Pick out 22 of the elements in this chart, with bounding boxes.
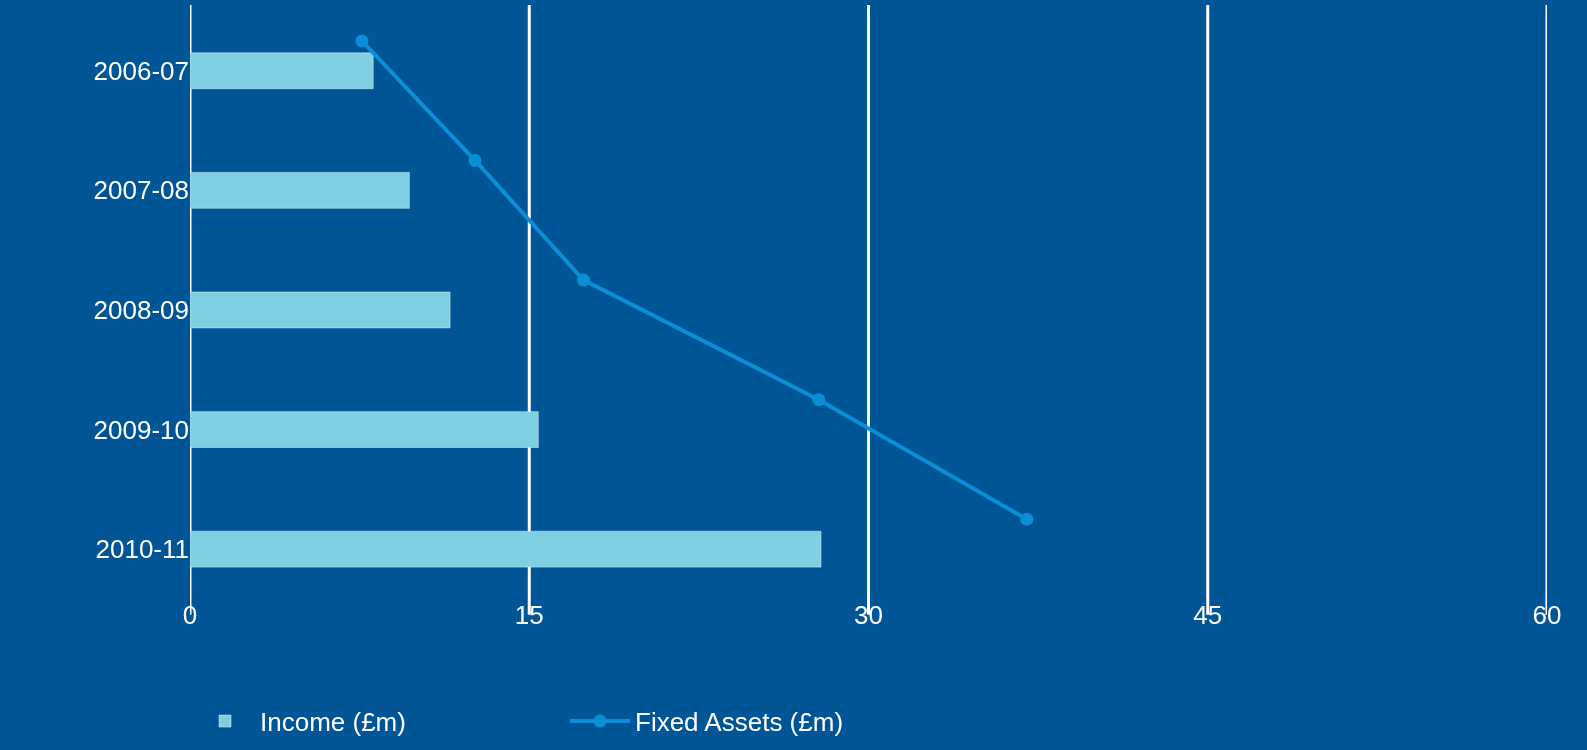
y-tick-label: 2008-09 — [93, 295, 189, 326]
x-tick-label: 45 — [1193, 600, 1223, 630]
point — [577, 273, 591, 287]
legend-label: Income (£m) — [260, 707, 406, 738]
point — [468, 153, 482, 167]
bar — [190, 172, 410, 209]
x-tick-label: 60 — [1532, 600, 1562, 630]
x-tick-label: 15 — [514, 600, 544, 630]
bar — [190, 291, 451, 329]
bar — [190, 411, 539, 448]
y-tick-label: 2009-10 — [93, 414, 189, 445]
y-tick-label: 2006-07 — [93, 55, 189, 86]
x-tick-label: 30 — [854, 600, 883, 630]
x-tick-label: 0 — [182, 600, 198, 630]
point — [355, 34, 369, 48]
point — [812, 393, 826, 407]
legend-label: Fixed Assets (£m) — [635, 707, 844, 738]
bar — [190, 52, 374, 89]
point — [1020, 512, 1034, 526]
y-tick-label: 2007-08 — [93, 175, 189, 206]
bar — [190, 530, 822, 568]
y-tick-label: 2010-11 — [95, 534, 189, 565]
